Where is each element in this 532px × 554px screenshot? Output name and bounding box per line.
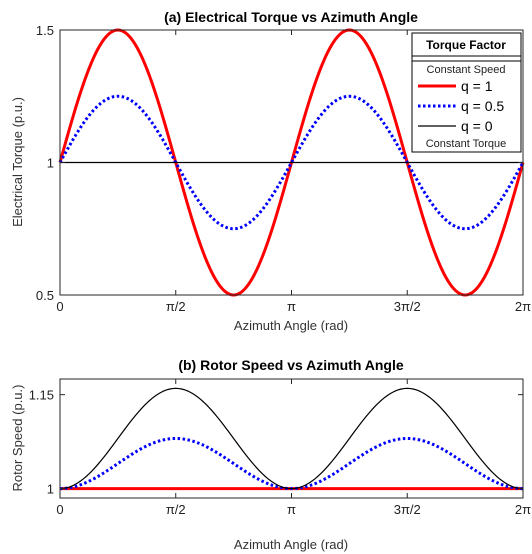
legend-entry-q0: q = 0 — [461, 118, 493, 134]
plot-background-b — [60, 379, 523, 498]
panel-a: (a) Electrical Torque vs Azimuth Angle 0… — [10, 9, 531, 333]
legend: Torque Factor Constant Speed q = 1 q = 0… — [411, 32, 522, 153]
series-line-a-q05 — [58, 94, 525, 231]
y-tick-label-a: 1.5 — [36, 23, 54, 38]
x-tick-label-a: 3π/2 — [394, 299, 421, 314]
x-tick-label-a: π/2 — [166, 299, 186, 314]
x-axis-label-b: Azimuth Angle (rad) — [234, 537, 348, 552]
legend-box — [411, 32, 522, 153]
ticks-a: 0 π/2 π 3π/2 2π 0.5 1 1.5 — [36, 23, 531, 314]
series-group-b — [59, 387, 524, 491]
y-tick-label-b: 1.15 — [29, 388, 54, 403]
x-axis-label-a: Azimuth Angle (rad) — [234, 318, 348, 333]
panel-b: (b) Rotor Speed vs Azimuth Angle 0 π/2 π 3π… — [10, 357, 531, 552]
x-tick-label-b: π — [287, 502, 296, 517]
plot-area-b: 0 π/2 π 3π/2 2π 1 1.15 — [29, 378, 531, 517]
chart-title-b: (b) Rotor Speed vs Azimuth Angle — [178, 357, 404, 373]
series-group-a — [58, 28, 525, 297]
series-line-b-q0 — [59, 387, 524, 490]
y-axis-label-a: Electrical Torque (p.u.) — [10, 97, 25, 227]
y-tick-label-a: 1 — [47, 156, 54, 171]
x-tick-label-a: 2π — [515, 299, 531, 314]
x-tick-label-a: 0 — [56, 299, 63, 314]
y-tick-label-b: 1 — [47, 482, 54, 497]
x-tick-label-b: 0 — [56, 502, 63, 517]
legend-entry-q05: q = 0.5 — [461, 98, 504, 114]
y-tick-label-a: 0.5 — [36, 288, 54, 303]
x-tick-label-b: 3π/2 — [394, 502, 421, 517]
x-tick-label-b: 2π — [515, 502, 531, 517]
legend-footer: Constant Torque — [426, 138, 507, 150]
legend-entry-q1: q = 1 — [461, 78, 493, 94]
chart-title-a: (a) Electrical Torque vs Azimuth Angle — [164, 9, 418, 25]
legend-title: Torque Factor — [426, 38, 506, 52]
x-tick-label-a: π — [287, 299, 296, 314]
x-tick-label-b: π/2 — [166, 502, 186, 517]
ticks-b: 0 π/2 π 3π/2 2π 1 1.15 — [29, 379, 531, 517]
y-axis-label-b: Rotor Speed (p.u.) — [10, 385, 25, 492]
legend-header: Constant Speed — [427, 64, 506, 76]
